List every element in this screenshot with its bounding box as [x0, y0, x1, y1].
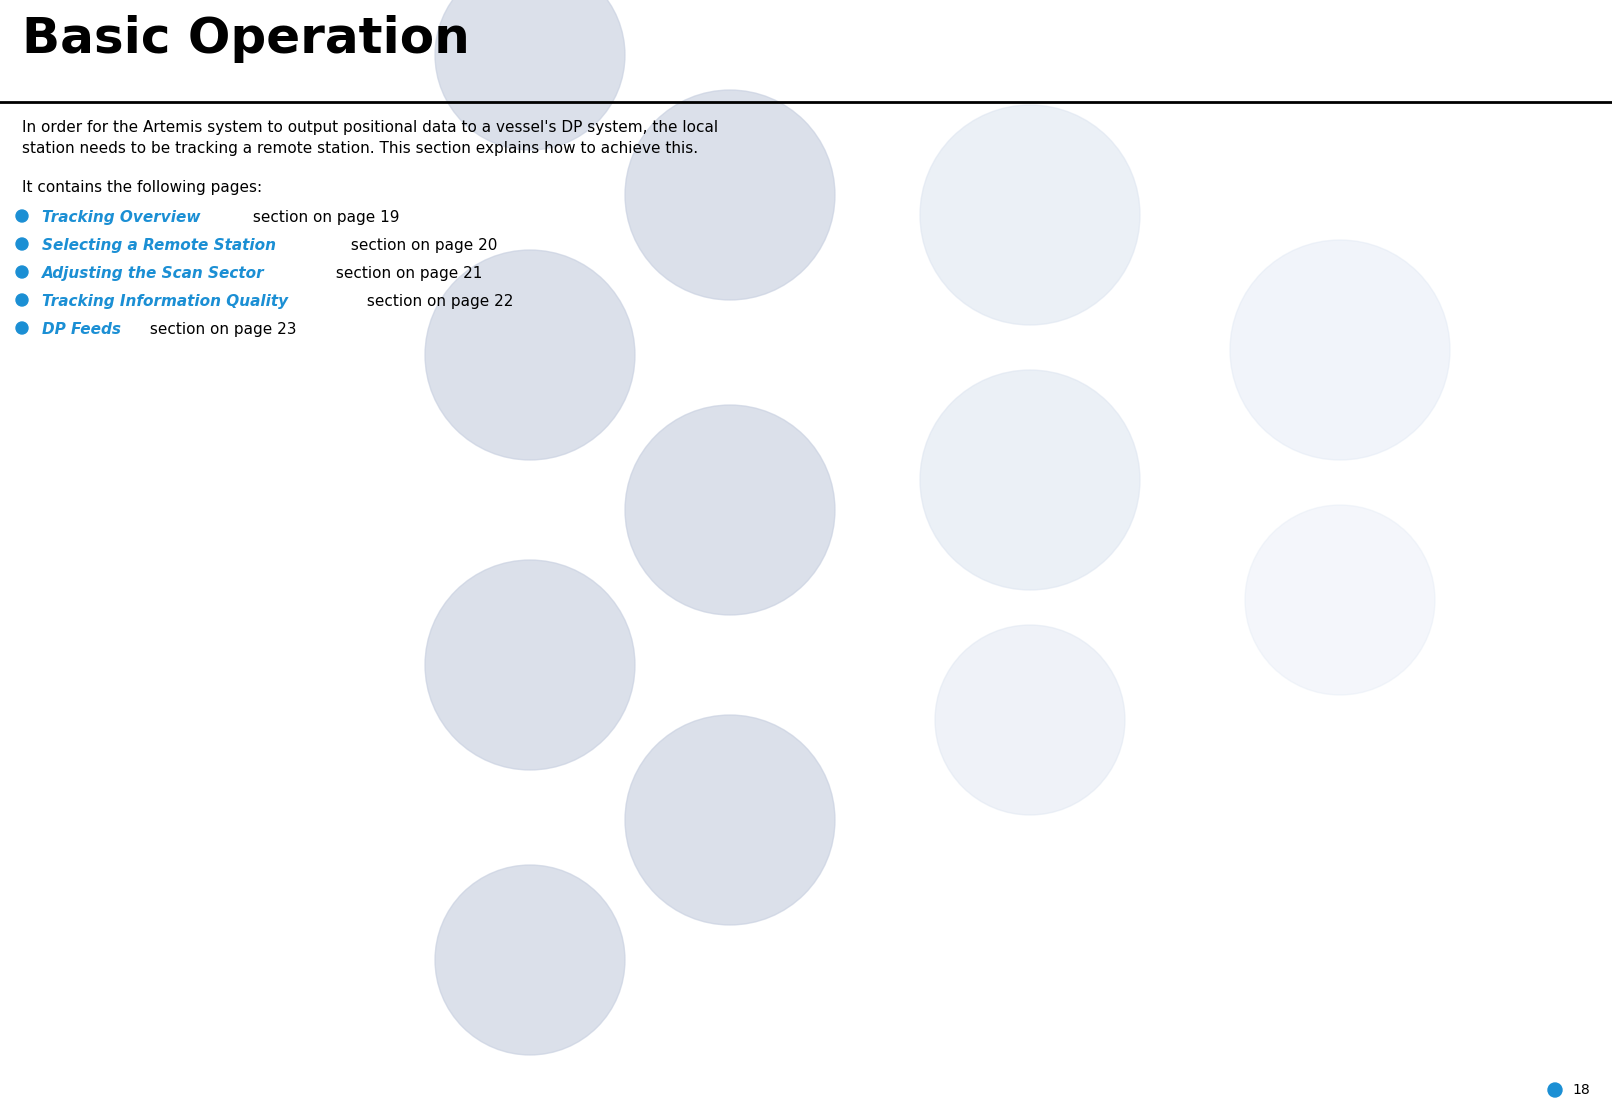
Text: section on page 21: section on page 21 — [330, 266, 482, 281]
Circle shape — [435, 0, 625, 150]
Circle shape — [920, 105, 1140, 325]
Circle shape — [625, 715, 835, 925]
Circle shape — [16, 294, 27, 306]
Text: Basic Operation: Basic Operation — [23, 14, 469, 63]
Text: In order for the Artemis system to output positional data to a vessel's DP syste: In order for the Artemis system to outpu… — [23, 120, 717, 156]
Circle shape — [426, 560, 635, 770]
Circle shape — [426, 250, 635, 460]
Text: 18: 18 — [1572, 1083, 1589, 1097]
Text: section on page 20: section on page 20 — [347, 238, 496, 253]
Circle shape — [920, 370, 1140, 590]
Circle shape — [435, 864, 625, 1055]
Circle shape — [1244, 505, 1435, 695]
Circle shape — [625, 90, 835, 300]
Circle shape — [16, 266, 27, 278]
Text: Tracking Overview: Tracking Overview — [42, 211, 200, 225]
Circle shape — [1230, 240, 1451, 460]
Text: Adjusting the Scan Sector: Adjusting the Scan Sector — [42, 266, 264, 281]
Circle shape — [625, 405, 835, 615]
Circle shape — [935, 625, 1125, 815]
Text: It contains the following pages:: It contains the following pages: — [23, 180, 263, 195]
Text: DP Feeds: DP Feeds — [42, 322, 121, 338]
Text: Selecting a Remote Station: Selecting a Remote Station — [42, 238, 276, 253]
Text: section on page 22: section on page 22 — [361, 294, 513, 309]
Text: section on page 23: section on page 23 — [145, 322, 297, 338]
Text: section on page 19: section on page 19 — [248, 211, 400, 225]
Circle shape — [16, 322, 27, 334]
Circle shape — [16, 211, 27, 222]
Circle shape — [1548, 1083, 1562, 1097]
Text: Tracking Information Quality: Tracking Information Quality — [42, 294, 289, 309]
Circle shape — [16, 238, 27, 250]
